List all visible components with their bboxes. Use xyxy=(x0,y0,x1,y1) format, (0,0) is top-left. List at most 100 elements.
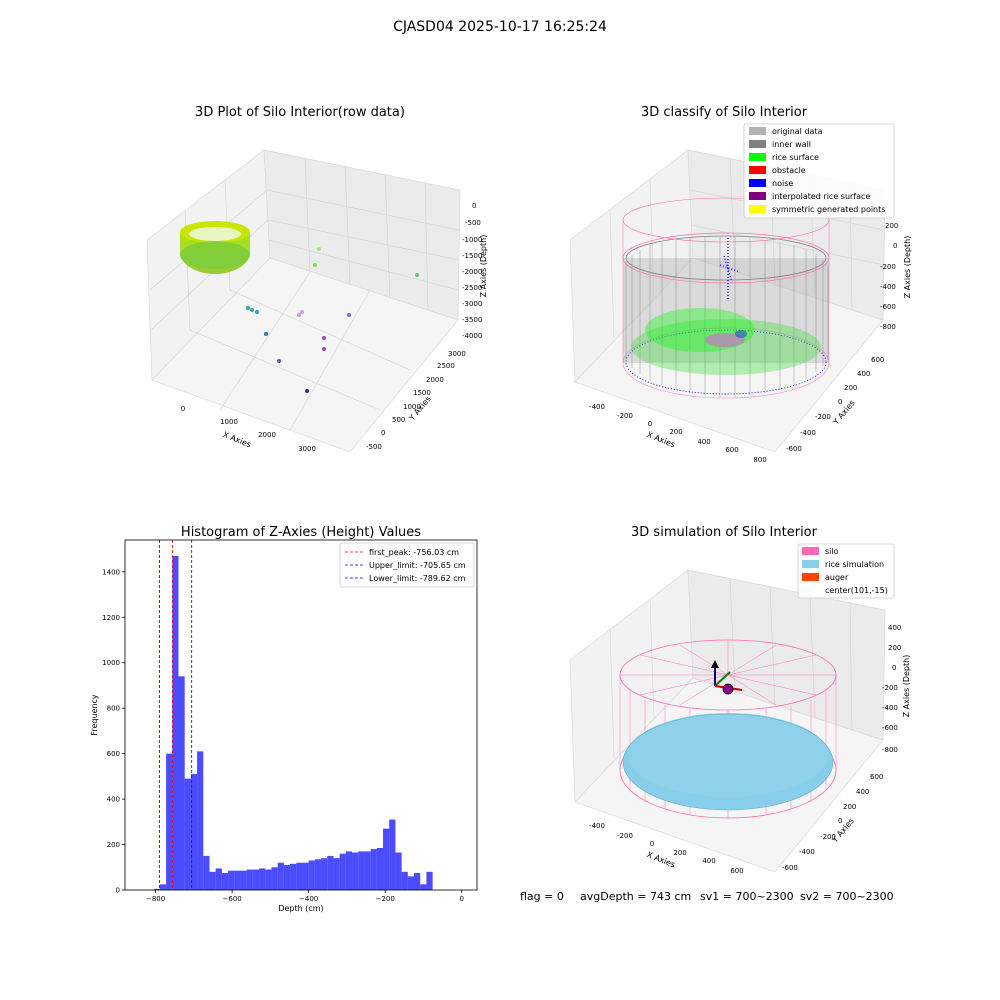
legend-label: rice surface xyxy=(772,153,819,162)
histogram-bar xyxy=(209,871,216,890)
legend-swatch xyxy=(749,153,766,161)
histogram-bar xyxy=(308,860,315,890)
legend-swatch xyxy=(749,140,766,148)
histogram-bar xyxy=(376,847,384,890)
svg-text:0: 0 xyxy=(381,429,385,437)
svg-text:-200: -200 xyxy=(820,833,836,841)
svg-text:200: 200 xyxy=(888,644,901,652)
y-tick-label: 1200 xyxy=(102,614,120,622)
classify-panel: 3D classify of Silo Interior xyxy=(569,105,912,464)
y-tick-label: 600 xyxy=(107,750,120,758)
raw-x-ticks: 0 1000 2000 3000 xyxy=(181,405,316,453)
legend-label: auger xyxy=(825,573,849,582)
svg-text:600: 600 xyxy=(725,446,738,454)
svg-text:-400: -400 xyxy=(882,704,898,712)
legend-label: first_peak: -756.03 cm xyxy=(369,548,459,557)
histogram-bar xyxy=(358,851,365,890)
raw-panel-title: 3D Plot of Silo Interior(row data) xyxy=(195,105,405,120)
classify-legend: original data inner wall rice surface obsta… xyxy=(743,123,895,219)
legend-label: noise xyxy=(772,179,793,188)
svg-text:-600: -600 xyxy=(882,724,898,732)
histogram-axes-frame xyxy=(124,539,478,891)
classify-x-ticks: -400 -200 0 200 400 600 800 xyxy=(589,403,767,464)
histogram-bar xyxy=(271,867,278,890)
histogram-bar xyxy=(203,855,210,890)
classify-panel-title: 3D classify of Silo Interior xyxy=(641,105,808,120)
y-tick-label: 800 xyxy=(107,705,120,713)
svg-text:-400: -400 xyxy=(880,283,896,291)
simulation-auger xyxy=(711,660,743,695)
histogram-title: Histogram of Z-Axies (Height) Values xyxy=(181,525,421,540)
figure-suptitle: CJASD04 2025-10-17 16:25:24 xyxy=(393,19,607,35)
y-tick-label: 1000 xyxy=(102,659,120,667)
legend-label: interpolated rice surface xyxy=(772,192,870,201)
histogram-bar xyxy=(426,871,433,890)
histogram-bar xyxy=(314,859,322,890)
legend-swatch xyxy=(802,547,819,555)
svg-text:0: 0 xyxy=(838,817,842,825)
histogram-bar xyxy=(172,555,179,890)
sv2-text: sv2 = 700~2300 xyxy=(800,890,894,903)
histogram-bar xyxy=(327,855,334,890)
svg-text:400: 400 xyxy=(856,788,869,796)
svg-text:0: 0 xyxy=(648,420,652,428)
simulation-panel-title: 3D simulation of Silo Interior xyxy=(631,525,818,540)
svg-text:1000: 1000 xyxy=(403,403,421,411)
svg-text:2000: 2000 xyxy=(426,376,444,384)
legend-label: Lower_limit: -789.62 cm xyxy=(369,574,466,583)
histogram-bar xyxy=(259,868,266,890)
svg-text:-1500: -1500 xyxy=(462,252,482,260)
svg-text:-200: -200 xyxy=(617,412,633,420)
simulation-panel: 3D simulation of Silo Interior xyxy=(569,525,911,875)
histogram-panel: Histogram of Z-Axies (Height) Values −80… xyxy=(90,525,478,913)
histogram-bar xyxy=(246,869,253,890)
svg-text:-200: -200 xyxy=(815,413,831,421)
classify-y-label: Y Axies xyxy=(831,398,857,427)
svg-text:200: 200 xyxy=(669,428,682,436)
status-footer: flag = 0 avgDepth = 743 cm sv1 = 700~230… xyxy=(520,890,894,903)
histogram-bar xyxy=(296,862,303,890)
histogram-bar xyxy=(389,819,396,890)
x-tick-label: 0 xyxy=(459,895,463,903)
flag-text: flag = 0 xyxy=(520,890,564,903)
x-tick-label: −800 xyxy=(146,895,165,903)
histogram-bar xyxy=(197,751,204,890)
svg-text:3000: 3000 xyxy=(448,350,466,358)
histogram-bar xyxy=(240,870,247,890)
y-tick-label: 0 xyxy=(116,887,120,895)
classify-silo-cylinder xyxy=(622,197,830,399)
legend-swatch xyxy=(749,192,766,200)
histogram-bar xyxy=(345,851,353,890)
raw-floor-pane xyxy=(151,257,459,453)
svg-text:-400: -400 xyxy=(799,848,815,856)
svg-text:400: 400 xyxy=(857,370,870,378)
raw-ring-cluster xyxy=(180,221,250,274)
svg-text:-600: -600 xyxy=(786,445,802,453)
svg-text:-800: -800 xyxy=(882,746,898,754)
raw-x-label: X Axies xyxy=(222,430,253,449)
svg-text:-2500: -2500 xyxy=(462,284,482,292)
raw-scatter-outliers xyxy=(246,247,419,393)
avg-depth-text: avgDepth = 743 cm xyxy=(580,890,691,903)
legend-swatch xyxy=(749,166,766,174)
histogram-bar xyxy=(401,871,408,890)
simulation-x-ticks: -400 -200 0 200 400 600 xyxy=(589,822,744,875)
histogram-bar xyxy=(277,862,284,890)
classify-z-label: Z Axies (Depth) xyxy=(903,236,912,299)
histogram-bar xyxy=(352,852,359,890)
histogram-bar xyxy=(290,863,297,890)
histogram-bar xyxy=(228,870,235,890)
simulation-rice-surface xyxy=(622,713,834,811)
histogram-bar xyxy=(407,876,415,890)
histogram-bar xyxy=(234,870,241,890)
histogram-bar xyxy=(252,869,260,890)
simulation-legend: silo rice simulation auger center(101,-15) xyxy=(797,543,895,599)
histogram-bar xyxy=(215,868,222,890)
svg-text:0: 0 xyxy=(650,840,654,848)
y-tick-label: 200 xyxy=(107,841,120,849)
svg-text:-1000: -1000 xyxy=(462,236,482,244)
svg-text:1500: 1500 xyxy=(413,389,431,397)
svg-text:400: 400 xyxy=(702,857,715,865)
simulation-x-label: X Axies xyxy=(646,850,677,869)
svg-text:600: 600 xyxy=(730,867,743,875)
